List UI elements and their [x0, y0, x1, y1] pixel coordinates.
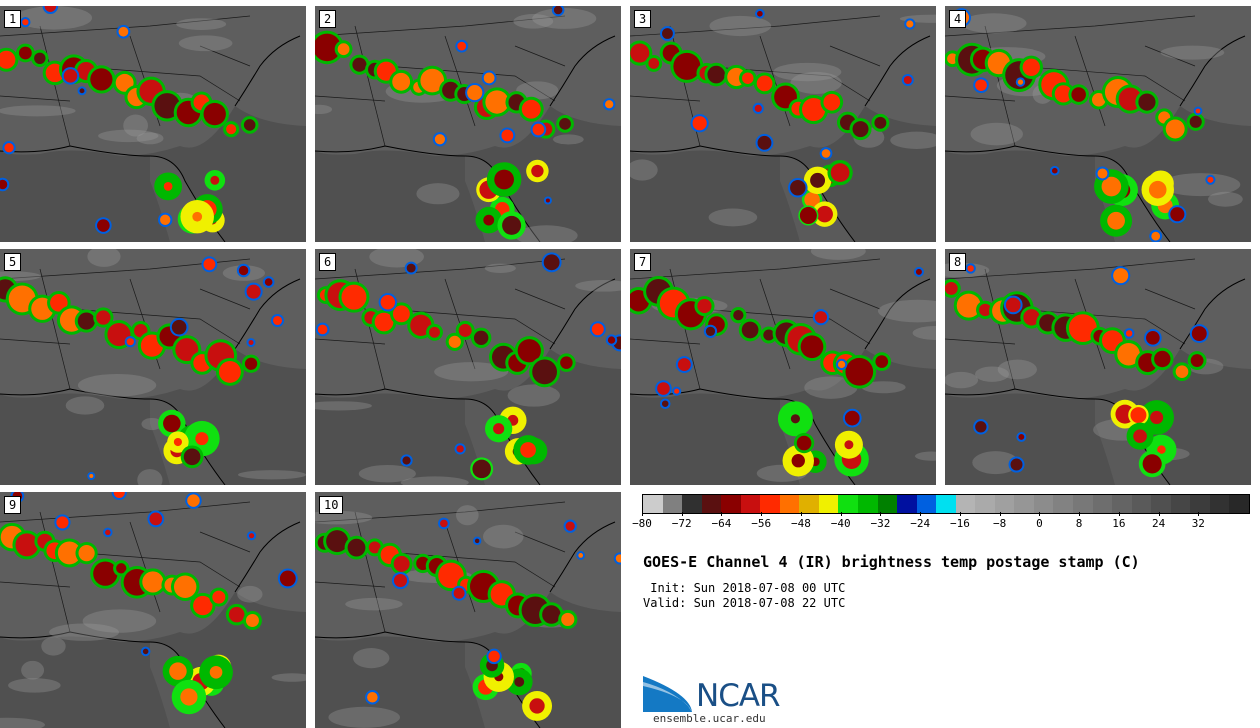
figure-title: GOES-E Channel 4 (IR) brightness temp po…	[643, 553, 1140, 571]
satellite-map-image	[630, 249, 936, 485]
colorbar	[642, 494, 1250, 514]
colorbar-tick-label: −24	[910, 517, 931, 530]
logo-url: ensemble.ucar.edu	[653, 712, 766, 725]
colorbar-tick	[721, 512, 723, 516]
colorbar-tick-label: −40	[830, 517, 851, 530]
colorbar-tick-label: 24	[1151, 517, 1166, 530]
stamp-panel-9: 9	[0, 492, 306, 728]
panel-number: 6	[319, 253, 337, 271]
colorbar-swatch	[682, 495, 702, 513]
colorbar-swatch	[740, 495, 761, 513]
satellite-map-image	[315, 6, 621, 242]
colorbar-tick-label: −56	[751, 517, 772, 530]
colorbar-swatch	[936, 495, 956, 513]
logo-wordmark: NCAR	[696, 678, 781, 714]
colorbar-swatch	[1170, 495, 1191, 513]
colorbar-swatch	[838, 495, 859, 513]
colorbar-tick-label: −8	[993, 517, 1007, 530]
satellite-map-image	[945, 6, 1251, 242]
colorbar-swatch	[779, 495, 800, 513]
satellite-map-image	[945, 249, 1251, 485]
colorbar-tick-label: −80	[632, 517, 652, 530]
panel-number: 4	[949, 10, 967, 28]
colorbar-tick	[681, 512, 683, 516]
colorbar-tick-label: −32	[870, 517, 891, 530]
colorbar-tick	[880, 512, 882, 516]
colorbar-tick-label: −48	[791, 517, 811, 530]
colorbar-tick	[1079, 512, 1081, 516]
colorbar-tick	[1158, 512, 1160, 516]
colorbar-tick	[999, 512, 1001, 516]
colorbar-swatch	[858, 495, 878, 513]
panel-number: 8	[949, 253, 967, 271]
colorbar-swatch	[1033, 495, 1054, 513]
satellite-map-image	[630, 6, 936, 242]
colorbar-tick-label: 32	[1191, 517, 1205, 530]
panel-number: 5	[4, 253, 22, 271]
colorbar-swatch	[662, 495, 683, 513]
colorbar-tick	[920, 512, 922, 516]
satellite-map-image	[0, 249, 306, 485]
colorbar-swatch	[1131, 495, 1152, 513]
colorbar-swatch	[818, 495, 839, 513]
colorbar-swatch	[643, 495, 663, 513]
colorbar-tick	[1039, 512, 1041, 516]
colorbar-tick	[761, 512, 763, 516]
colorbar-tick	[840, 512, 842, 516]
panel-number: 9	[4, 496, 22, 514]
stamp-panel-2: 2	[315, 6, 621, 242]
stamp-panel-5: 5	[0, 249, 306, 485]
stamp-panel-6: 6	[315, 249, 621, 485]
colorbar-tick-label: −16	[949, 517, 970, 530]
colorbar-tick-label: −64	[711, 517, 732, 530]
colorbar-swatch	[799, 495, 819, 513]
colorbar-swatch	[760, 495, 780, 513]
colorbar-swatch	[701, 495, 722, 513]
colorbar-tick	[959, 512, 961, 516]
valid-time: Valid: Sun 2018-07-08 22 UTC	[643, 596, 846, 610]
satellite-map-image	[0, 6, 306, 242]
stamp-panel-7: 7	[630, 249, 936, 485]
colorbar-swatch	[1209, 495, 1230, 513]
colorbar-tick-label: 16	[1112, 517, 1126, 530]
colorbar-swatch	[1229, 495, 1249, 513]
panel-number: 7	[634, 253, 652, 271]
colorbar-swatch	[1190, 495, 1210, 513]
colorbar-swatch	[721, 495, 741, 513]
stamp-panel-10: 10	[315, 492, 621, 728]
colorbar-tick	[642, 512, 643, 516]
satellite-map-image	[315, 492, 621, 728]
colorbar-swatch	[1053, 495, 1074, 513]
colorbar-swatch	[955, 495, 976, 513]
panel-number: 2	[319, 10, 337, 28]
panel-number: 1	[4, 10, 22, 28]
stamp-panel-4: 4	[945, 6, 1251, 242]
panel-number: 10	[319, 496, 344, 514]
satellite-map-image	[315, 249, 621, 485]
stamp-panel-3: 3	[630, 6, 936, 242]
colorbar-tick-label: 8	[1075, 517, 1083, 530]
colorbar-ticks: −80 −72 −64 −56 −48 −40 −32 −24 −16 −8 0 8 16 24 32	[632, 512, 1248, 532]
ncar-logo-icon	[643, 676, 692, 712]
colorbar-tick	[1198, 512, 1200, 516]
colorbar-swatch	[897, 495, 917, 513]
colorbar-swatch	[1092, 495, 1113, 513]
stamp-panel-8: 8	[945, 249, 1251, 485]
colorbar-swatch	[1014, 495, 1034, 513]
colorbar-swatch	[1112, 495, 1132, 513]
colorbar-swatch	[994, 495, 1015, 513]
stamp-panel-1: 1	[0, 6, 306, 242]
colorbar-swatch	[916, 495, 937, 513]
colorbar-tick	[1118, 512, 1120, 516]
colorbar-tick	[800, 512, 802, 516]
colorbar-swatch	[1151, 495, 1171, 513]
colorbar-swatch	[877, 495, 898, 513]
panel-number: 3	[634, 10, 652, 28]
init-time: Init: Sun 2018-07-08 00 UTC	[643, 581, 846, 595]
colorbar-swatch	[1073, 495, 1093, 513]
colorbar-tick-label: −72	[671, 517, 692, 530]
colorbar-tick-label: 0	[1036, 517, 1043, 530]
satellite-map-image	[0, 492, 306, 728]
colorbar-swatch	[975, 495, 995, 513]
